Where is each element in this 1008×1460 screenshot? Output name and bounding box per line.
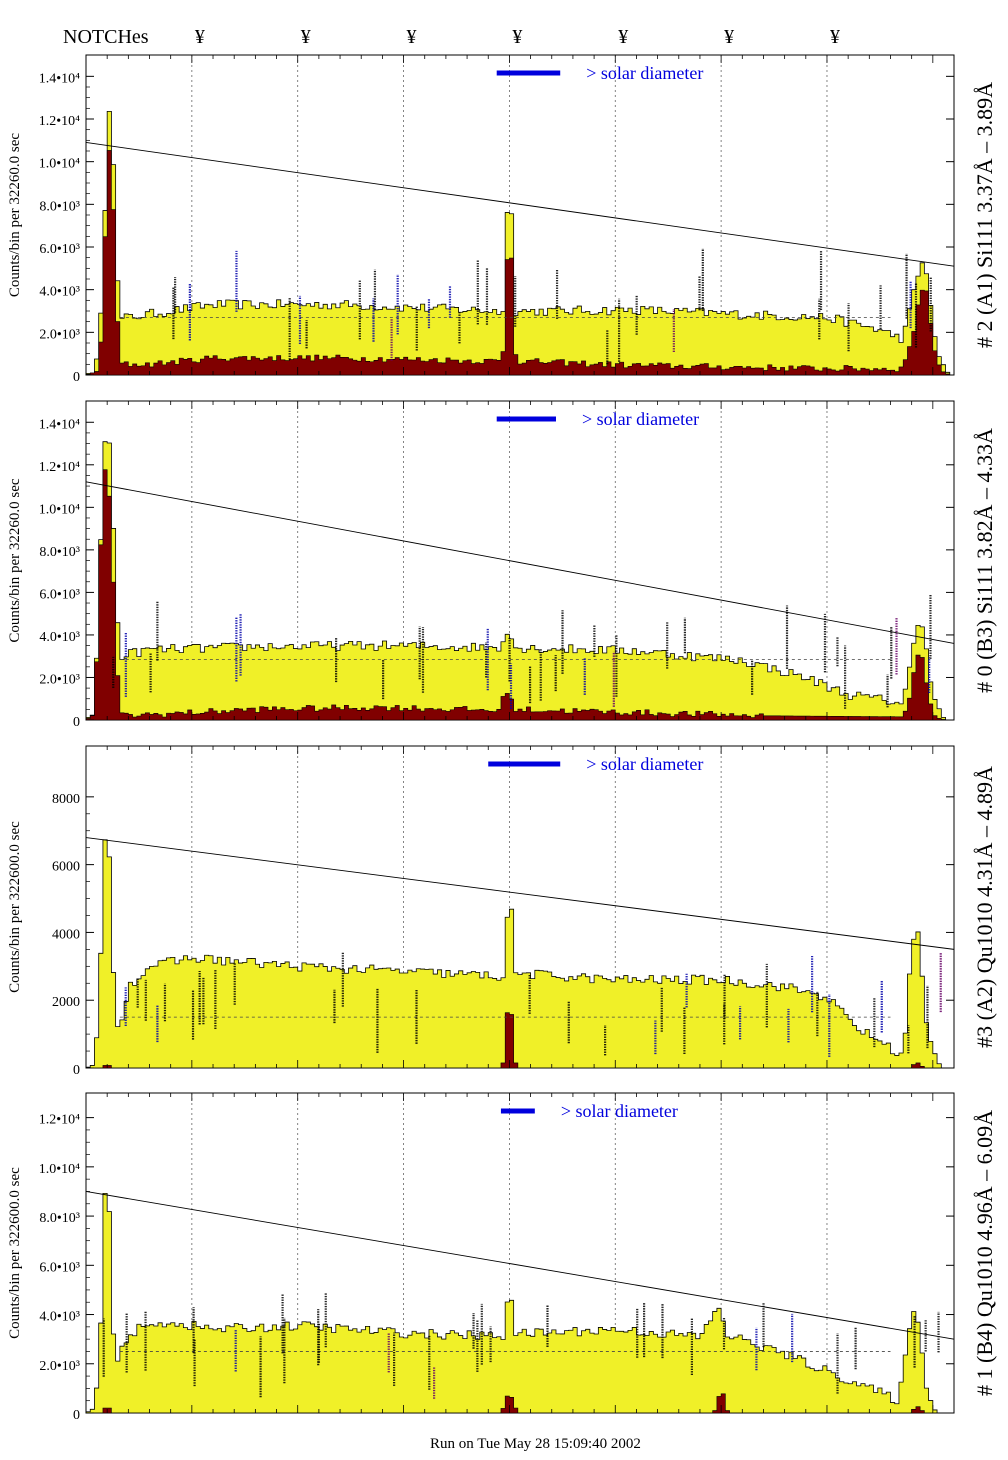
total-counts-histogram <box>85 1192 954 1414</box>
panel-1: 0 2.0•10³ 4.0•10³ 6.0•10³ 8.0•10³ 1.0•10⁴ 1.2•… <box>7 400 997 730</box>
notch-mark: ¥ <box>724 26 734 48</box>
y-tick-label: 1.2•10⁴ <box>39 460 80 475</box>
y-axis-label: Counts/bin per 322600.0 sec <box>7 1167 23 1339</box>
trend-line <box>85 837 955 950</box>
y-tick-label: 1.0•10⁴ <box>39 1162 80 1177</box>
panel-2: 0 2000 4000 6000 8000 Counts/bin per 322600.0… <box>7 745 997 1078</box>
selected-counts-histogram <box>86 1012 954 1069</box>
y-tick-label: 6000 <box>52 860 80 875</box>
notch-mark: ¥ <box>407 26 417 48</box>
y-tick-label: 2.0•10³ <box>39 672 80 687</box>
y-tick-label: 8.0•10³ <box>39 545 80 560</box>
solar-diameter-annotation: > solar diameter <box>586 63 703 83</box>
y-tick-label: 4.0•10³ <box>39 630 80 645</box>
solar-diameter-annotation: > solar diameter <box>582 409 699 429</box>
y-axis-label: Counts/bin per 32260.0 sec <box>7 133 23 297</box>
total-counts-histogram <box>85 839 954 1069</box>
y-tick-label: 0 <box>73 1063 80 1078</box>
selected-counts-histogram <box>85 150 954 376</box>
y-tick-label: 8000 <box>52 792 80 807</box>
y-tick-label: 1.2•10⁴ <box>39 1113 80 1128</box>
panel-title: # 0 (B3) Si111 3.82Å – 4.33Å <box>972 428 997 693</box>
panel-title: # 2 (A1) Si111 3.37Å – 3.89Å <box>972 82 997 348</box>
total-counts-histogram <box>85 441 954 721</box>
y-tick-label: 0 <box>73 1408 80 1423</box>
y-axis-label: Counts/bin per 32260.0 sec <box>7 478 23 642</box>
panel-title: #3 (A2) Qu1010 4.31Å – 4.89Å <box>972 766 997 1048</box>
y-tick-label: 2.0•10³ <box>39 1359 80 1374</box>
y-tick-label: 0 <box>73 370 80 385</box>
y-tick-label: 6.0•10³ <box>39 1260 80 1275</box>
panel-title: # 1 (B4) Qu1010 4.96Å – 6.09Å <box>972 1110 997 1396</box>
trend-line <box>85 142 955 267</box>
y-tick-label: 0 <box>73 715 80 730</box>
panels: 0 2.0•10³ 4.0•10³ 6.0•10³ 8.0•10³ 1.0•10⁴ 1.2•… <box>7 54 997 1423</box>
selected-counts-histogram <box>85 469 954 721</box>
y-tick-label: 2000 <box>52 995 80 1010</box>
solar-diameter-annotation: > solar diameter <box>561 1101 678 1121</box>
y-tick-label: 4.0•10³ <box>39 285 80 300</box>
run-timestamp: Run on Tue May 28 15:09:40 2002 <box>430 1436 641 1452</box>
solar-diameter-annotation: > solar diameter <box>586 754 703 774</box>
y-tick-label: 8.0•10³ <box>39 1211 80 1226</box>
notch-mark: ¥ <box>195 26 205 48</box>
y-tick-label: 1.2•10⁴ <box>39 114 80 129</box>
y-tick-label: 6.0•10³ <box>39 242 80 257</box>
y-tick-label: 1.0•10⁴ <box>39 502 80 517</box>
notch-mark: ¥ <box>301 26 311 48</box>
notch-marks: ¥ ¥ ¥ ¥ ¥ ¥ ¥ <box>195 26 840 48</box>
notch-mark: ¥ <box>830 26 840 48</box>
panel-0: 0 2.0•10³ 4.0•10³ 6.0•10³ 8.0•10³ 1.0•10⁴ 1.2•… <box>7 54 997 385</box>
notch-mark: ¥ <box>618 26 628 48</box>
y-tick-label: 1.4•10⁴ <box>39 71 80 86</box>
panel-3: 0 2.0•10³ 4.0•10³ 6.0•10³ 8.0•10³ 1.0•10⁴ 1.2•… <box>7 1092 997 1423</box>
y-tick-label: 4.0•10³ <box>39 1310 80 1325</box>
y-tick-label: 2.0•10³ <box>39 327 80 342</box>
trend-line <box>85 1191 955 1340</box>
y-tick-label: 1.4•10⁴ <box>39 417 80 432</box>
header: NOTCHes ¥ ¥ ¥ ¥ ¥ ¥ ¥ <box>63 26 840 48</box>
y-tick-label: 8.0•10³ <box>39 199 80 214</box>
y-tick-label: 6.0•10³ <box>39 587 80 602</box>
trend-line <box>85 481 955 644</box>
notches-label: NOTCHes <box>63 26 149 48</box>
y-axis-label: Counts/bin per 322600.0 sec <box>7 821 23 993</box>
notch-mark: ¥ <box>512 26 522 48</box>
y-tick-label: 1.0•10⁴ <box>39 157 80 172</box>
y-tick-label: 4000 <box>52 927 80 942</box>
